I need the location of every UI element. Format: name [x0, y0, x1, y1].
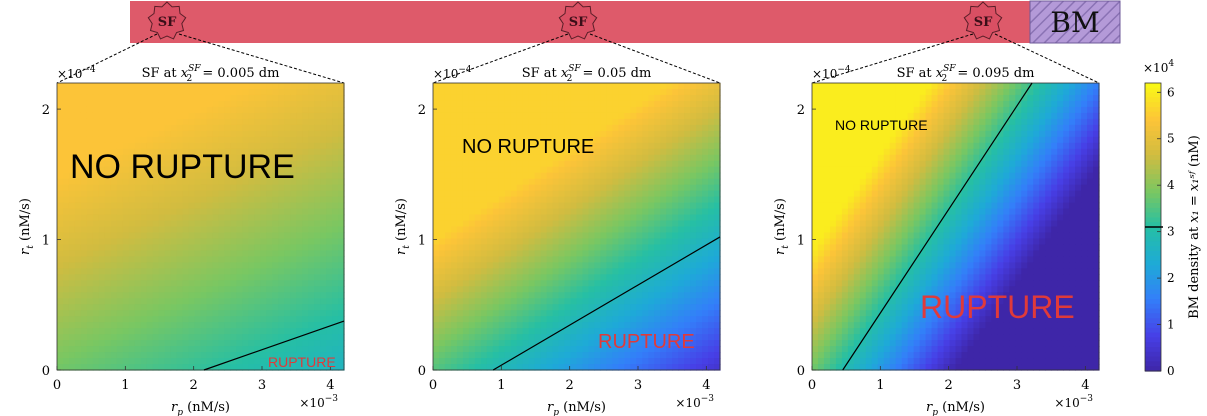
heatmap-cells	[433, 83, 721, 371]
zoom-line-left	[432, 33, 569, 84]
y-tick-label: 0	[42, 364, 50, 379]
colorbar-label: BM density at x₁ = x₁ˢᶠ (nM)	[1187, 135, 1202, 319]
x-multiplier: ×10−3	[675, 394, 714, 410]
x-axis-label: rp (nM/s)	[926, 400, 985, 416]
x-tick-label: 2	[190, 378, 198, 393]
x-axis-label: rp (nM/s)	[547, 400, 606, 416]
colorbar-tick-label: 5	[1167, 132, 1175, 146]
axes-frame	[56, 82, 345, 371]
no-rupture-label: NO RUPTURE	[70, 148, 295, 186]
no-rupture-label: NO RUPTURE	[462, 136, 594, 158]
zoom-line-left	[811, 33, 974, 84]
y-tick-label: 1	[797, 234, 805, 249]
x-tick-label: 1	[876, 378, 884, 393]
x-tick-label: 4	[326, 378, 334, 393]
x-tick-label: 0	[808, 378, 816, 393]
sf-icon-label: SF	[569, 15, 588, 30]
colorbar-tick-label: 2	[1167, 271, 1175, 285]
axes-frame	[432, 82, 721, 371]
y-axis-label: rt (nM/s)	[18, 198, 36, 255]
sf-icon-label: SF	[974, 15, 993, 30]
sf-icon-3: SF	[963, 1, 1003, 40]
colorbar-tick-label: 0	[1167, 364, 1175, 378]
x-tick-label: 0	[429, 378, 437, 393]
y-multiplier: ×10−4	[812, 65, 851, 81]
heatmap-cells	[57, 83, 345, 371]
y-axis-label: rt (nM/s)	[773, 198, 791, 255]
rupture-label: RUPTURE	[920, 289, 1075, 325]
panel-title: SF at xSF 2 = 0.005 dm	[142, 64, 280, 84]
x-tick-label: 1	[121, 378, 129, 393]
colorbar-tick-label: 4	[1167, 178, 1175, 192]
y-tick-label: 2	[418, 103, 426, 118]
axes-frame	[811, 82, 1100, 371]
x-tick-label: 1	[497, 378, 505, 393]
threshold-line	[492, 236, 721, 371]
zoom-line-left	[56, 33, 158, 84]
colorbar-tick-label: 3	[1167, 225, 1175, 239]
panel-title: SF at xSF 2 = 0.05 dm	[522, 64, 652, 84]
y-tick-label: 0	[418, 364, 426, 379]
heatmap-panel-1: 0 1 2 3 4 0 1 2 ×10−4 ×10−3 SF at xSF 2 = 0.005 dm r…	[18, 64, 345, 416]
zoom-line-right	[994, 33, 1100, 84]
x-multiplier: ×10−3	[299, 394, 338, 410]
rupture-label: RUPTURE	[268, 354, 336, 370]
sf-icon-2: SF	[558, 1, 598, 40]
sf-icon-label: SF	[158, 15, 177, 30]
y-tick-label: 1	[42, 234, 50, 249]
rupture-label: RUPTURE	[598, 331, 695, 353]
colorbar-tick-label: 6	[1167, 85, 1175, 99]
y-tick-label: 1	[418, 234, 426, 249]
threshold-line	[842, 82, 1033, 371]
x-tick-label: 2	[566, 378, 574, 393]
zoom-line-right	[589, 33, 721, 84]
y-multiplier: ×10−4	[57, 65, 96, 81]
y-tick-label: 2	[797, 103, 805, 118]
x-multiplier: ×10−3	[1054, 394, 1093, 410]
x-tick-label: 3	[634, 378, 642, 393]
x-tick-label: 3	[258, 378, 266, 393]
y-tick-label: 0	[797, 364, 805, 379]
no-rupture-label: NO RUPTURE	[835, 117, 928, 133]
heatmap-panel-2: 0 1 2 3 4 0 1 2 ×10−4 ×10−3 SF at xSF 2 = 0.05 dm rp…	[394, 64, 721, 416]
x-tick-label: 0	[53, 378, 61, 393]
bm-block	[1029, 0, 1121, 44]
sf-icon-1: SF	[147, 1, 187, 40]
x-tick-label: 2	[945, 378, 953, 393]
colorbar-multiplier: ×104	[1143, 59, 1174, 75]
bm-label: BM	[1050, 6, 1099, 39]
colorbar: 0 1 2 3 4 5 6 ×104 BM density at x₁ = x₁ˢᶠ (nM)	[1143, 59, 1202, 378]
y-axis-label: rt (nM/s)	[394, 198, 412, 255]
zoom-line-right	[178, 33, 345, 84]
colorbar-tick-label: 1	[1167, 318, 1175, 332]
threshold-line	[203, 320, 345, 371]
y-multiplier: ×10−4	[433, 65, 472, 81]
x-tick-label: 4	[1081, 378, 1089, 393]
x-tick-label: 4	[702, 378, 710, 393]
x-axis-label: rp (nM/s)	[171, 400, 230, 416]
x-tick-label: 3	[1013, 378, 1021, 393]
y-tick-label: 2	[42, 103, 50, 118]
heatmap-cells	[812, 83, 1100, 371]
panel-title: SF at xSF 2 = 0.095 dm	[897, 64, 1035, 84]
heatmap-panel-3: 0 1 2 3 4 0 1 2 ×10−4 ×10−3 SF at xSF 2 = 0.095 dm r…	[773, 64, 1100, 416]
